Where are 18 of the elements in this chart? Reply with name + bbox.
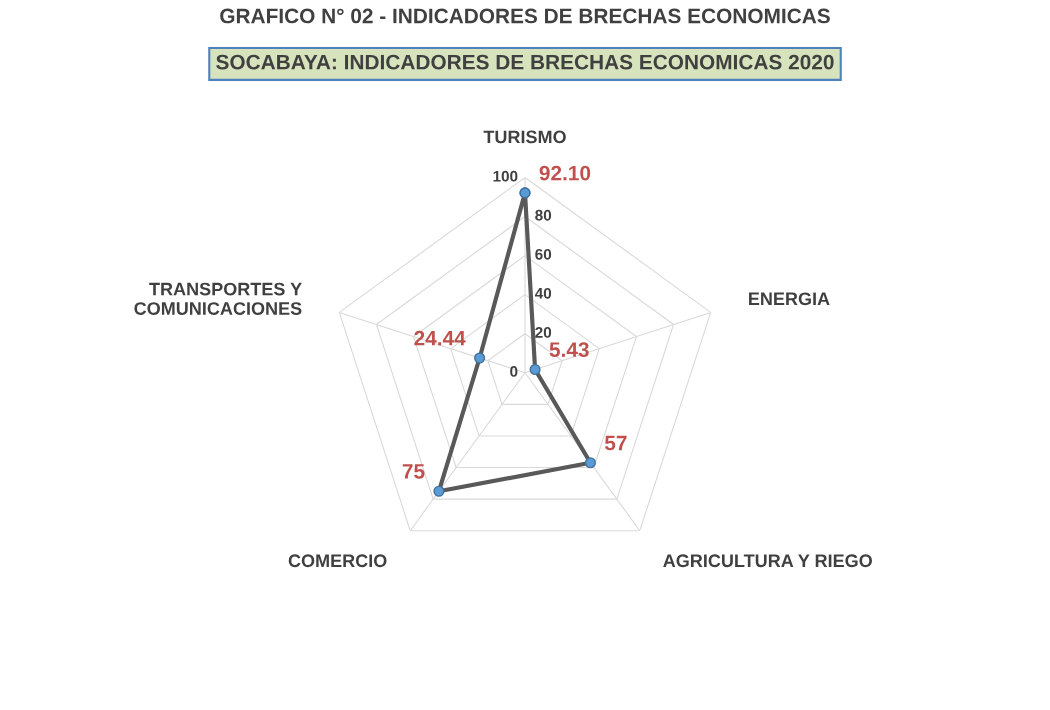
chart-title: SOCABAYA: INDICADORES DE BRECHAS ECONOMICAS 2020 [216,54,834,70]
spoke-label: TRANSPORTES Y COMUNICACIONES [134,282,302,315]
y-tick-label: 100 [493,170,518,182]
y-tick-label: 80 [535,209,552,221]
data-label: 24.44 [414,330,466,346]
data-label: 92.10 [539,165,591,181]
y-tick-label: 60 [535,248,552,260]
data-label: 75 [402,464,425,479]
spoke-label: ENERGIA [749,292,830,306]
y-tick-label: 20 [535,326,552,338]
y-tick-label: 40 [534,287,552,299]
spoke-label: AGRICULTURA Y RIEGO [663,554,872,568]
data-label: 5.43 [549,342,589,358]
data-label: 57 [604,435,627,451]
spoke-label: COMERCIO [288,554,387,568]
spoke-label: TURISMO [483,130,566,144]
chart-subtitle: GRAFICO N° 02 - INDICADORES DE BRECHAS ECONOMICAS [220,8,830,24]
y-tick-label: 0 [510,366,518,377]
